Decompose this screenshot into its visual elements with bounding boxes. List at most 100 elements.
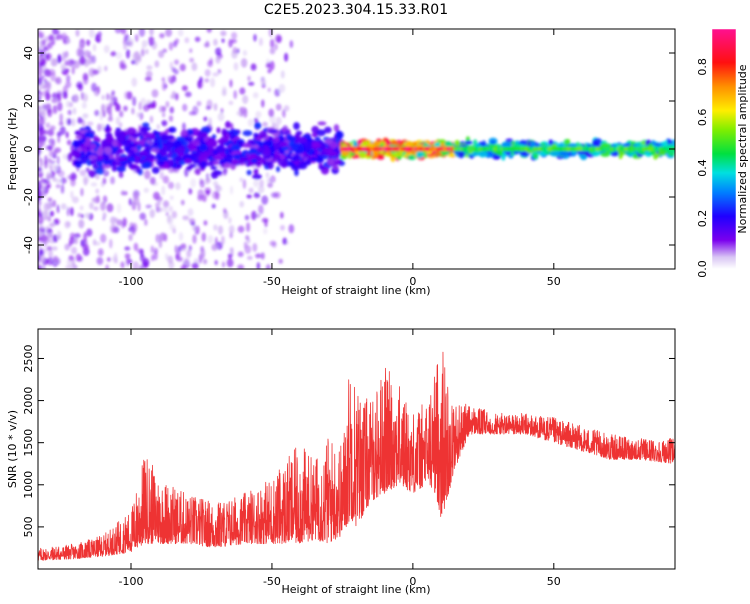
spectral-noise-blob [199, 179, 205, 188]
spectral-ridge-blob [161, 147, 167, 154]
spectral-noise-blob [261, 195, 269, 205]
spectral-noise-blob [189, 57, 195, 63]
spectral-noise-blob [132, 195, 140, 206]
spectral-noise-blob [149, 209, 155, 219]
spectral-noise-blob [61, 32, 67, 38]
snr-plot [37, 328, 676, 570]
spectral-noise-blob [51, 92, 59, 100]
spectral-noise-blob [66, 74, 71, 83]
spectral-ridge-blob [223, 155, 234, 162]
spectral-ridge-blob [80, 144, 85, 149]
spectral-noise-blob [140, 97, 146, 105]
spectral-noise-blob [261, 217, 269, 223]
spectral-noise-blob [56, 131, 62, 138]
spectral-noise-blob [260, 252, 265, 260]
spectral-noise-blob [82, 92, 88, 103]
snr-axes: -100 -50 0 50 500 1000 1500 2000 2500 [22, 329, 675, 588]
spectral-noise-blob [50, 60, 58, 67]
spectral-noise-blob [49, 125, 56, 131]
spectral-noise-blob [116, 203, 122, 214]
spectral-ridge-blob [267, 162, 274, 170]
spectral-noise-blob [190, 178, 197, 188]
spectral-noise-blob [122, 217, 127, 227]
spectral-noise-blob [282, 109, 286, 118]
spectral-ridge-blob [242, 130, 253, 137]
spectral-noise-blob [169, 77, 174, 85]
spectral-noise-blob [47, 128, 55, 137]
spectral-noise-blob [182, 215, 190, 221]
spectral-noise-blob [283, 52, 289, 62]
snr-series-line [38, 351, 675, 561]
spectral-noise-blob [165, 29, 173, 37]
spectral-noise-blob [90, 55, 96, 64]
spectral-ridge-blob [230, 144, 241, 152]
spectral-noise-blob [105, 264, 110, 269]
spectral-noise-blob [123, 43, 128, 51]
spectral-ridge-blob [176, 146, 186, 154]
spectral-ridge-blob [111, 165, 118, 172]
spectral-ridge-blob [207, 145, 214, 153]
spectral-noise-blob [161, 120, 168, 127]
spectral-ridge-blob [168, 126, 177, 133]
spectral-noise-blob [168, 42, 174, 51]
spectral-noise-blob [268, 60, 275, 71]
spectral-ridge-blob [262, 141, 272, 146]
spectrogram-x-axis-label: Height of straight line (km) [281, 284, 430, 297]
spectral-noise-blob [215, 241, 223, 250]
spectral-noise-blob [247, 118, 254, 127]
spectral-ridge-blob [548, 139, 554, 146]
spectral-noise-blob [272, 122, 277, 127]
spectral-noise-blob [46, 231, 51, 238]
spectral-noise-blob [189, 48, 193, 53]
spectral-ridge-blob [268, 129, 278, 134]
spectral-noise-blob [38, 196, 41, 203]
spectral-noise-blob [161, 185, 166, 196]
spectral-noise-blob [265, 62, 271, 69]
spectral-ridge-blob [174, 155, 183, 163]
spectral-noise-blob [91, 82, 97, 92]
spectral-noise-blob [242, 49, 248, 56]
y-tick-label: 40 [22, 46, 35, 60]
spectral-ridge-blob [186, 166, 193, 171]
spectral-noise-blob [205, 105, 211, 110]
y-tick-label: 1000 [22, 471, 35, 499]
spectral-ridge-blob [212, 160, 220, 165]
spectral-noise-blob [131, 227, 136, 236]
spectral-noise-blob [267, 87, 271, 93]
spectral-ridge-blob [592, 139, 600, 147]
spectral-noise-blob [255, 253, 262, 259]
spectral-noise-blob [38, 117, 41, 126]
y-tick-label: 20 [22, 94, 35, 108]
spectral-noise-blob [89, 202, 94, 210]
spectral-noise-blob [162, 206, 168, 212]
spectral-noise-blob [96, 256, 104, 266]
spectral-ridge-blob [90, 158, 97, 165]
spectral-ridge-blob [135, 157, 140, 165]
spectral-ridge-blob [415, 151, 424, 159]
spectral-noise-blob [237, 264, 245, 269]
x-tick-label: 0 [409, 575, 416, 588]
spectral-noise-blob [217, 68, 222, 74]
spectral-noise-blob [96, 123, 102, 132]
spectral-noise-blob [52, 234, 59, 243]
spectral-noise-blob [40, 115, 44, 120]
spectral-noise-blob [132, 96, 137, 107]
spectral-noise-blob [55, 76, 62, 85]
spectral-noise-blob [204, 69, 211, 77]
spectral-noise-blob [149, 115, 154, 124]
spectral-ridge-blob [307, 141, 312, 149]
spectral-ridge-blob [190, 152, 201, 158]
spectral-noise-blob [63, 38, 67, 44]
spectral-ridge-blob [454, 139, 461, 147]
spectral-noise-blob [60, 177, 67, 184]
spectral-noise-blob [280, 70, 285, 79]
spectral-noise-blob [269, 47, 276, 55]
spectral-ridge-blob [239, 156, 248, 163]
spectral-noise-blob [64, 243, 70, 251]
spectral-noise-blob [228, 216, 232, 224]
spectral-noise-blob [215, 56, 221, 64]
spectral-noise-blob [41, 43, 47, 51]
spectral-noise-blob [128, 233, 133, 241]
spectral-noise-blob [275, 116, 282, 126]
spectral-ridge-blob [252, 173, 262, 180]
